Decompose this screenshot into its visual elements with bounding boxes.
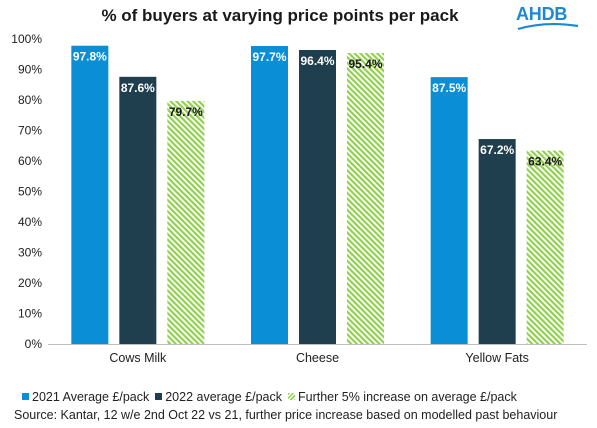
legend: 2021 Average £/pack 2022 average £/pack Fu… [22,389,523,404]
y-tick-label: 60% [18,154,42,168]
y-tick-label: 90% [18,63,42,77]
chart-title: % of buyers at varying price points per … [101,6,459,25]
logo-text: AHDB [516,4,568,24]
legend-label: Further 5% increase on average £/pack [298,389,517,404]
data-label: 87.5% [432,81,466,95]
y-axis: 0% 10% 20% 30% 40% 50% 60% 70% 80% 90% 100% [11,32,42,351]
y-tick-label: 30% [18,246,42,260]
data-label: 95.4% [348,57,382,71]
legend-label: 2021 Average £/pack [32,389,150,404]
data-label: 97.8% [73,50,107,64]
bar-labels-group: 97.8% 87.6% 79.7% 97.7% 96.4% 95.4% 87.5% 67.2%… [73,50,563,169]
legend-item: Further 5% increase on average £/pack [288,390,517,404]
legend-swatch [288,393,295,400]
bar [71,45,109,345]
x-axis: Cows Milk Cheese Yellow Fats [48,344,587,365]
bar [251,46,288,344]
x-tick-label: Cows Milk [109,351,167,365]
y-tick-label: 0% [25,337,43,351]
ahdb-logo: AHDB [516,4,584,32]
logo-swoosh-icon [517,22,579,31]
bar [347,53,384,344]
legend-swatch [22,393,29,400]
y-tick-label: 20% [18,276,42,290]
legend-label: 2022 average £/pack [165,389,282,404]
legend-swatch [155,393,163,400]
y-tick-label: 100% [11,32,42,46]
bar-chart: 0% 10% 20% 30% 40% 50% 60% 70% 80% 90% 100% 97.8% 8… [11,32,587,365]
y-tick-label: 10% [18,307,42,321]
y-tick-label: 80% [18,93,42,107]
y-tick-label: 40% [18,215,42,229]
legend-item: 2022 average £/pack [155,390,282,404]
data-label: 67.2% [480,143,514,157]
source-note: Source: Kantar, 12 w/e 2nd Oct 22 vs 21,… [14,408,558,422]
bars-group [71,45,564,345]
y-tick-label: 70% [18,124,42,138]
x-tick-label: Cheese [296,351,339,365]
data-label: 79.7% [169,105,203,119]
legend-item: 2021 Average £/pack [22,390,149,404]
bar [119,76,157,344]
y-tick-label: 50% [18,185,42,199]
bar [167,100,205,344]
x-tick-label: Yellow Fats [465,351,528,365]
bar [430,77,468,344]
data-label: 96.4% [300,54,334,68]
data-label: 97.7% [252,50,286,64]
bar [478,139,516,344]
bar [526,150,564,344]
bar [299,49,336,344]
data-label: 87.6% [121,81,155,95]
data-label: 63.4% [528,155,562,169]
